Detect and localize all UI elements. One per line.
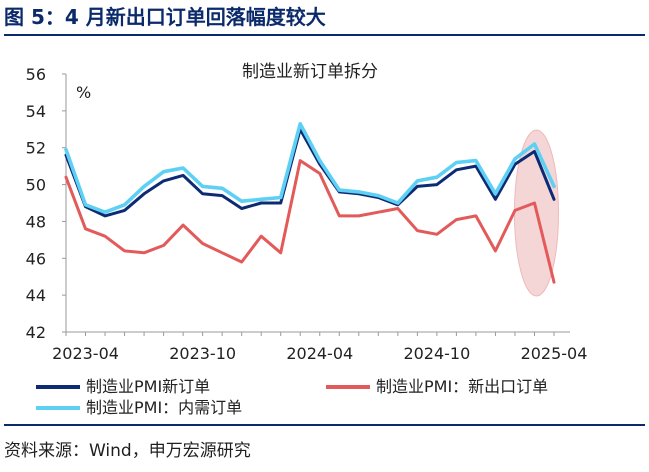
y-tick-label: 44 xyxy=(26,286,46,305)
x-tick-label: 2023-04 xyxy=(52,344,119,363)
y-tick-label: 46 xyxy=(26,249,46,268)
x-tick-label: 2025-04 xyxy=(521,344,588,363)
chart-title: 制造业新订单拆分 xyxy=(242,62,378,82)
x-tick-label: 2023-10 xyxy=(169,344,236,363)
legend-label-0: 制造业PMI新订单 xyxy=(86,377,210,396)
y-tick-label: 54 xyxy=(26,102,46,121)
legend-label-2: 制造业PMI：内需订单 xyxy=(86,398,242,417)
y-tick-label: 52 xyxy=(26,139,46,158)
y-unit-label: % xyxy=(76,83,91,102)
x-tick-label: 2024-04 xyxy=(286,344,353,363)
series-line-1 xyxy=(64,159,556,284)
source-rule xyxy=(4,424,645,426)
new-orders-line-chart: 42 44 46 48 50 52 54 56 2023-04 2023-10 2024-04 202… xyxy=(26,62,588,417)
legend-label-1: 制造业PMI：新出口订单 xyxy=(376,377,548,396)
y-tick-label: 42 xyxy=(26,323,46,342)
x-tick-label: 2024-10 xyxy=(403,344,470,363)
y-tick-label: 50 xyxy=(26,176,46,195)
figure-title: 图 5：4 月新出口订单回落幅度较大 xyxy=(4,5,326,29)
title-rule xyxy=(4,34,645,36)
series-line-0 xyxy=(64,127,556,218)
source-note: 资料来源：Wind，申万宏源研究 xyxy=(4,441,251,461)
series-line-2 xyxy=(64,122,556,214)
y-tick-label: 48 xyxy=(26,212,46,231)
y-tick-label: 56 xyxy=(26,65,46,84)
